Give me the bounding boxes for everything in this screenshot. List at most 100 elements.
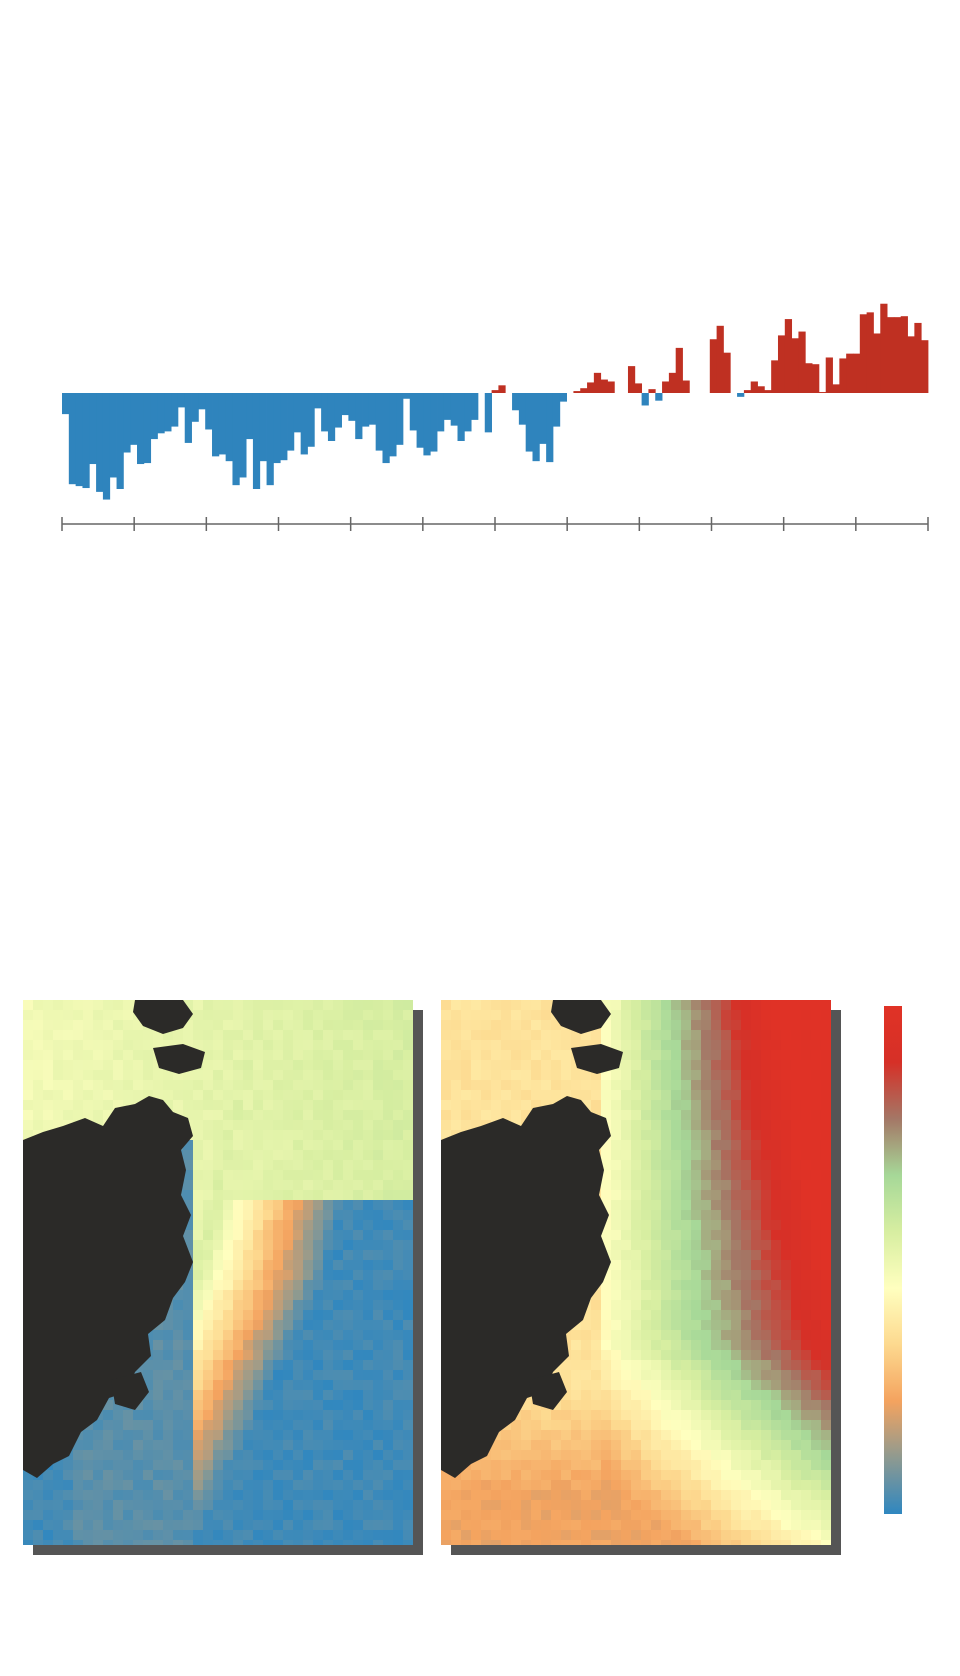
heatmap-cell [681,1380,692,1391]
heatmap-cell [323,1180,334,1191]
heatmap-cell [811,1270,822,1281]
heatmap-cell [661,1070,672,1081]
heatmap-cell [303,1450,314,1461]
heatmap-cell [163,1440,174,1451]
heatmap-cell [283,1180,294,1191]
heatmap-cell [273,1050,284,1061]
heatmap-cell [383,1040,394,1051]
heatmap-cell [741,1010,752,1021]
heatmap-cell [631,1330,642,1341]
heatmap-cell [731,1250,742,1261]
heatmap-cell [661,1460,672,1471]
heatmap-cell [333,1330,344,1341]
heatmap-cell [711,1130,722,1141]
heatmap-cell [791,1250,802,1261]
heatmap-cell [33,1120,44,1131]
heatmap-cell [451,1110,462,1121]
heatmap-cell [63,1510,74,1521]
heatmap-cell [353,1520,364,1531]
heatmap-cell [293,1470,304,1481]
heatmap-cell [631,1440,642,1451]
heatmap-cell [53,1080,64,1091]
heatmap-cell [223,1490,234,1501]
heatmap-cell [33,1100,44,1111]
heatmap-cell [491,1090,502,1101]
heatmap-cell [273,1440,284,1451]
heatmap-cell [701,1540,712,1545]
heatmap-cell [133,1520,144,1531]
heatmap-cell [353,1200,364,1211]
heatmap-cell [801,1120,812,1131]
heatmap-cell [303,1150,314,1161]
heatmap-cell [133,1040,144,1051]
heatmap-cell [273,1310,284,1321]
heatmap-cell [801,1230,812,1241]
heatmap-cell [193,1260,204,1271]
heatmap-cell [591,1330,602,1341]
heatmap-cell [263,1430,274,1441]
heatmap-cell [731,1350,742,1361]
heatmap-cell [173,1500,184,1511]
heatmap-cell [641,1260,652,1271]
heatmap-cell [641,1200,652,1211]
heatmap-cell [611,1410,622,1421]
heatmap-cell [551,1500,562,1511]
heatmap-cell [791,1400,802,1411]
heatmap-cell [283,1460,294,1471]
heatmap-cell [353,1490,364,1501]
heatmap-cell [393,1000,404,1011]
heatmap-cell [213,1030,224,1041]
heatmap-cell [801,1110,812,1121]
heatmap-cell [721,1070,732,1081]
heatmap-cell [661,1190,672,1201]
heatmap-cell [103,1480,114,1491]
heatmap-cell [821,1510,831,1521]
heatmap-cell [373,1530,384,1541]
heatmap-cell [681,1210,692,1221]
heatmap-cell [293,1490,304,1501]
heatmap-cell [601,1070,612,1081]
heatmap-cell [333,1260,344,1271]
heatmap-cell [383,1120,394,1131]
heatmap-cell [751,1320,762,1331]
heatmap-cell [441,1520,452,1531]
heatmap-cell [781,1300,792,1311]
heatmap-cell [403,1240,413,1251]
heatmap-cell [661,1430,672,1441]
heatmap-cell [273,1070,284,1081]
heatmap-cell [681,1350,692,1361]
heatmap-cell [233,1360,244,1371]
heatmap-cell [313,1470,324,1481]
bar [641,393,649,406]
heatmap-cell [701,1440,712,1451]
heatmap-cell [451,1060,462,1071]
heatmap-cell [621,1360,632,1371]
heatmap-cell [233,1120,244,1131]
heatmap-cell [153,1460,164,1471]
heatmap-cell [223,1380,234,1391]
heatmap-cell [741,1530,752,1541]
heatmap-cell [771,1380,782,1391]
heatmap-cell [711,1240,722,1251]
heatmap-cell [313,1300,324,1311]
heatmap-cell [611,1490,622,1501]
heatmap-cell [383,1170,394,1181]
heatmap-cell [323,1050,334,1061]
heatmap-cell [193,1330,204,1341]
heatmap-cell [501,1480,512,1491]
heatmap-cell [283,1500,294,1511]
heatmap-cell [323,1200,334,1211]
heatmap-cell [273,1170,284,1181]
heatmap-cell [631,1060,642,1071]
heatmap-cell [811,1450,822,1461]
heatmap-cell [123,1070,134,1081]
heatmap-cell [611,1480,622,1491]
bar [293,393,302,433]
heatmap-cell [273,1000,284,1011]
heatmap-cell [323,1010,334,1021]
heatmap-cell [73,1530,84,1541]
heatmap-cell [243,1490,254,1501]
heatmap-cell [293,1010,304,1021]
heatmap-cell [313,1320,324,1331]
heatmap-cell [621,1250,632,1261]
